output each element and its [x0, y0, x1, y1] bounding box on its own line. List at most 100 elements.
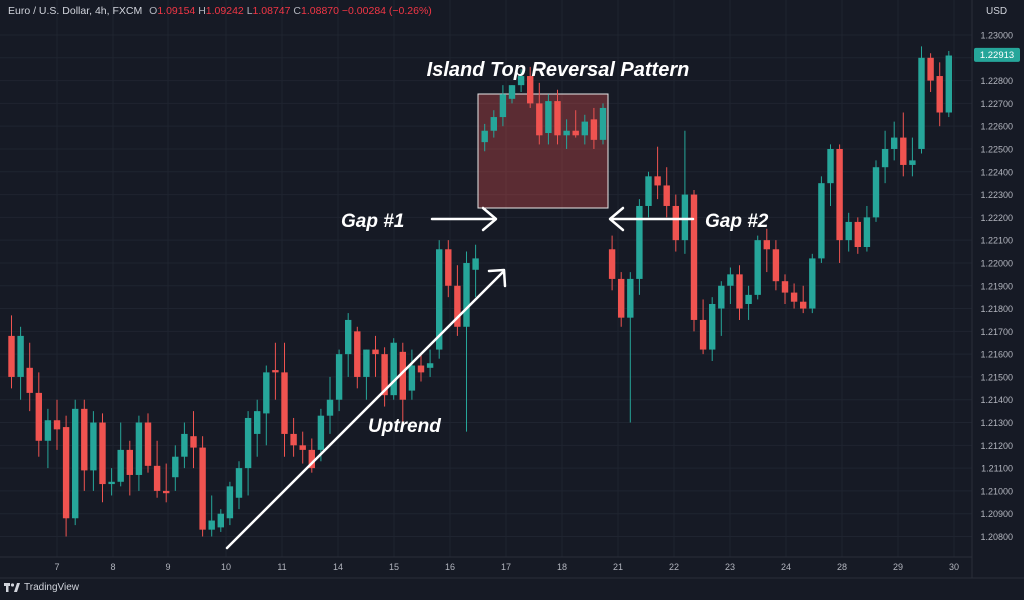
candle-body — [809, 258, 816, 309]
price-tick-label: 1.22600 — [980, 122, 1013, 132]
candle — [645, 171, 652, 218]
tradingview-logo[interactable]: TradingView — [4, 582, 79, 593]
candle — [608, 235, 616, 291]
candle — [508, 85, 516, 104]
candle — [891, 121, 898, 161]
candle-body — [790, 292, 798, 302]
candle-body — [181, 433, 188, 457]
island-highlight-box — [477, 93, 609, 209]
candle-body — [818, 183, 825, 259]
candle — [672, 194, 679, 252]
candle — [454, 265, 461, 336]
candle — [90, 411, 97, 491]
candle-body — [408, 365, 416, 391]
candle — [681, 130, 689, 254]
candle — [881, 130, 889, 184]
candle-body — [35, 392, 42, 441]
candle — [35, 372, 42, 457]
close-value: 1.08870 — [301, 5, 339, 17]
candle — [281, 342, 288, 457]
candle-body — [272, 370, 279, 373]
candle — [345, 313, 352, 377]
change-value: −0.00284 (−0.26%) — [341, 5, 432, 17]
candle — [900, 112, 907, 177]
candle-body — [454, 285, 461, 327]
candle — [827, 144, 834, 206]
candle — [536, 82, 543, 145]
candle-body — [763, 240, 770, 250]
candle-body — [163, 490, 170, 494]
candle-body — [536, 103, 543, 136]
candle-body — [17, 335, 24, 377]
candle — [517, 69, 525, 92]
price-tick-label: 1.22000 — [980, 258, 1013, 268]
candle — [790, 283, 798, 309]
candle-body — [654, 176, 661, 186]
candle-body — [363, 349, 370, 377]
candle — [363, 349, 370, 400]
candle — [381, 347, 388, 407]
time-tick-label: 21 — [613, 562, 623, 572]
time-tick-label: 22 — [669, 562, 679, 572]
candle-body — [800, 301, 807, 309]
price-tick-label: 1.22400 — [980, 167, 1013, 177]
candle-body — [636, 205, 643, 279]
candle — [690, 190, 698, 332]
candle-body — [918, 57, 925, 149]
candle-body — [235, 468, 243, 498]
time-tick-label: 11 — [277, 562, 286, 572]
candle — [181, 422, 188, 469]
candle — [590, 107, 598, 149]
candle-body — [490, 117, 497, 131]
candle — [354, 326, 361, 389]
candle-body — [208, 520, 215, 530]
candle-body — [872, 167, 880, 218]
price-tick-label: 1.21100 — [981, 464, 1013, 474]
candle-body — [854, 221, 861, 247]
time-tick-label: 29 — [893, 562, 903, 572]
candle-body — [663, 185, 670, 206]
candle-body — [463, 262, 470, 327]
price-tick-label: 1.22200 — [980, 213, 1013, 223]
candle — [618, 272, 625, 327]
close-label: C — [293, 5, 302, 17]
candle — [699, 299, 707, 355]
candle-body — [900, 137, 907, 165]
candle — [945, 50, 952, 118]
time-tick-label: 10 — [221, 562, 231, 572]
candle — [818, 176, 825, 263]
candle-body — [153, 465, 161, 491]
candle — [117, 422, 124, 487]
candle — [235, 461, 243, 510]
currency-selector[interactable]: USD — [986, 6, 1007, 17]
price-tick-label: 1.20900 — [980, 509, 1013, 519]
candle-body — [881, 148, 889, 168]
candle-body — [527, 76, 534, 104]
candle — [126, 440, 133, 496]
time-tick-label: 18 — [557, 562, 567, 572]
candle — [417, 354, 425, 382]
candle — [108, 468, 115, 496]
candle-body — [845, 221, 852, 241]
open-label: O — [149, 5, 158, 17]
candle-body — [508, 85, 516, 99]
candle-body — [572, 130, 579, 136]
price-tick-label: 1.21000 — [980, 486, 1013, 496]
last-price-tag — [974, 47, 1020, 62]
candle-body — [581, 121, 588, 136]
candle-body — [945, 55, 952, 113]
gap-1-label: Gap #1 — [341, 211, 404, 232]
candle — [463, 251, 470, 432]
candle — [936, 62, 943, 127]
candle-body — [445, 249, 452, 286]
candle-body — [472, 258, 479, 270]
candle — [62, 415, 70, 537]
candle-body — [335, 354, 343, 400]
candle — [436, 240, 443, 359]
price-axis[interactable] — [972, 0, 1024, 578]
candle — [845, 212, 852, 252]
candle — [718, 281, 725, 336]
candle-body — [618, 278, 625, 318]
high-label: H — [198, 5, 206, 17]
